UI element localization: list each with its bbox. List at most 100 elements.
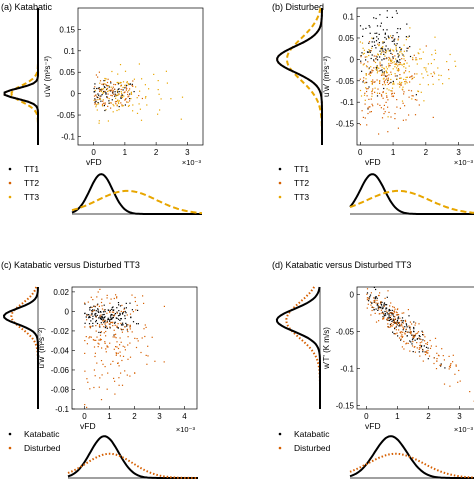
data-point <box>97 346 99 348</box>
data-point <box>124 349 126 351</box>
data-point <box>120 310 122 312</box>
data-point <box>99 288 101 290</box>
data-point <box>120 97 122 99</box>
data-point <box>112 93 115 95</box>
data-point <box>390 78 392 81</box>
data-point <box>385 92 387 94</box>
data-point <box>110 313 112 316</box>
data-point <box>117 88 119 91</box>
legend-marker <box>278 195 282 199</box>
legend-label: Disturbed <box>24 443 61 453</box>
data-point <box>401 334 403 336</box>
y-tick-label: 0.02 <box>53 288 69 297</box>
x-tick-label: 1 <box>391 148 396 157</box>
data-point <box>385 49 387 51</box>
data-point <box>455 65 457 67</box>
data-point <box>381 64 383 66</box>
data-point <box>88 323 91 325</box>
data-point <box>398 61 400 63</box>
data-point <box>391 90 393 92</box>
data-point <box>425 69 427 71</box>
data-point <box>382 91 384 93</box>
data-point <box>404 333 406 335</box>
y-tick-label: -0.15 <box>336 120 355 129</box>
data-point <box>418 347 421 349</box>
data-point <box>123 307 126 309</box>
data-point <box>384 79 386 81</box>
data-point <box>382 42 384 44</box>
data-point <box>137 309 139 311</box>
data-point <box>406 47 408 49</box>
data-point <box>392 321 394 324</box>
data-point <box>135 346 138 349</box>
data-point <box>103 317 105 319</box>
panel-title: (c) Katabatic versus Disturbed TT3 <box>1 260 140 270</box>
y-tick-label: 0 <box>350 55 355 64</box>
data-point <box>368 51 371 53</box>
data-point <box>399 324 401 326</box>
data-point <box>383 71 385 73</box>
data-point <box>404 81 406 83</box>
data-point <box>397 318 399 320</box>
data-point <box>129 375 131 377</box>
data-point <box>371 103 373 105</box>
data-point <box>370 111 372 113</box>
data-point <box>108 102 110 104</box>
data-point <box>115 333 117 335</box>
data-point <box>95 319 97 322</box>
data-point <box>102 105 104 107</box>
data-point <box>382 318 384 320</box>
data-point <box>383 53 385 55</box>
data-point <box>409 329 411 331</box>
data-point <box>368 98 370 100</box>
data-point <box>116 109 118 112</box>
data-point <box>103 90 105 93</box>
data-point <box>409 55 412 58</box>
data-point <box>371 83 373 85</box>
data-point <box>166 82 168 84</box>
data-point <box>384 315 386 317</box>
data-point <box>384 55 386 57</box>
data-point <box>373 67 375 69</box>
data-point <box>393 311 396 313</box>
data-point <box>96 87 98 90</box>
data-point <box>406 326 408 328</box>
data-point <box>392 35 394 37</box>
data-point <box>143 328 145 330</box>
data-point <box>387 77 389 79</box>
data-point <box>393 333 395 335</box>
data-point <box>365 81 367 83</box>
data-point <box>115 97 117 99</box>
data-point <box>131 83 133 85</box>
y-tick-label: -0.15 <box>336 401 355 410</box>
data-point <box>119 305 122 307</box>
data-point <box>120 91 122 93</box>
data-point <box>393 39 395 41</box>
data-point <box>112 90 114 92</box>
data-point <box>389 48 392 50</box>
data-point <box>404 332 406 334</box>
data-point <box>114 95 116 97</box>
data-point <box>95 325 97 327</box>
data-point <box>100 331 102 334</box>
data-point <box>392 83 394 85</box>
x-tick-label: 3 <box>185 148 190 157</box>
data-point <box>438 79 440 81</box>
data-point <box>144 324 146 326</box>
data-point <box>121 96 124 99</box>
data-point <box>96 96 98 98</box>
data-point <box>124 326 126 328</box>
data-point <box>363 52 365 54</box>
data-point <box>392 56 394 58</box>
data-point <box>394 328 396 330</box>
data-point <box>399 83 401 85</box>
data-point <box>384 32 386 34</box>
data-point <box>129 356 132 358</box>
data-point <box>446 61 448 63</box>
data-point <box>114 313 116 315</box>
data-point <box>400 48 402 50</box>
data-point <box>101 83 103 85</box>
data-point <box>385 58 387 60</box>
data-point <box>122 81 125 83</box>
